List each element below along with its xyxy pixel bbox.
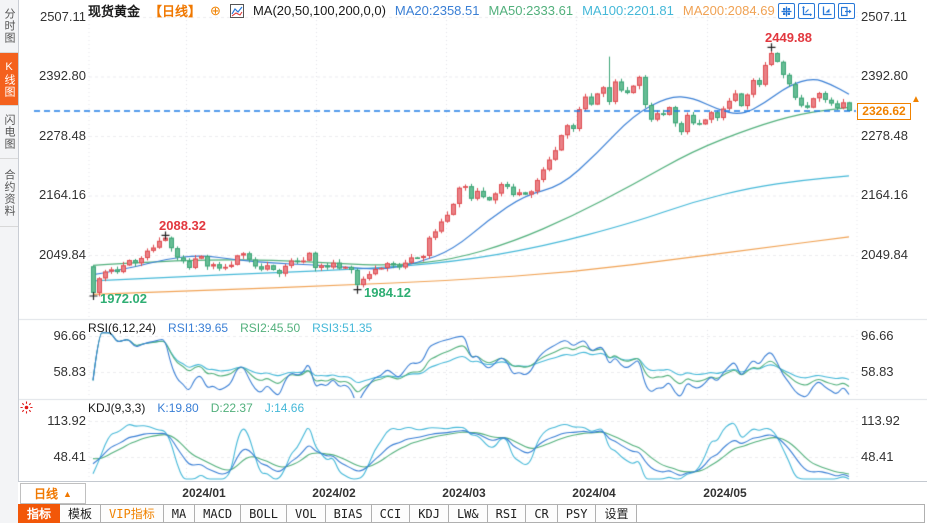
- kdj-k-value: K:19.80: [157, 401, 199, 415]
- tab-settings[interactable]: 设置: [596, 504, 638, 523]
- sidebar: 分时图 K线图 闪电图 合约资料: [0, 0, 19, 523]
- ma20-value: MA20:2358.51: [394, 3, 480, 18]
- date-label: 2024/03: [442, 486, 486, 500]
- annotation-low: 1972.02: [100, 291, 147, 307]
- y-axis-label: 2507.11: [39, 9, 86, 24]
- sidebar-item-timeshare-chart[interactable]: 分时图: [0, 0, 18, 53]
- tab-ma[interactable]: MA: [163, 504, 196, 523]
- sidebar-item-contract-info[interactable]: 合约资料: [0, 159, 18, 227]
- tab-bias[interactable]: BIAS: [325, 504, 372, 523]
- kdj-d-value: D:22.37: [210, 401, 253, 415]
- rsi-axis-label: 96.66: [861, 328, 894, 343]
- annotation-high: 2088.32: [159, 217, 206, 233]
- y-axis-label: 2507.11: [861, 9, 908, 24]
- rsi-axis-label: 96.66: [53, 328, 86, 343]
- tab-psy[interactable]: PSY: [557, 504, 597, 523]
- rsi2-value: RSI2:45.50: [240, 321, 301, 335]
- rsi-panel-header: RSI(6,12,24) RSI1:39.65 RSI2:45.50 RSI3:…: [88, 321, 372, 335]
- y-axis-scale-icon[interactable]: [798, 3, 815, 19]
- ma-params-label: MA(20,50,100,200,0,0): [252, 3, 386, 18]
- tab-vip-indicators[interactable]: VIP指标: [101, 504, 164, 523]
- tab-kdj[interactable]: KDJ: [410, 504, 449, 523]
- tab-rsi[interactable]: RSI: [487, 504, 527, 523]
- chevron-up-icon: ▲: [63, 488, 72, 499]
- tab-macd[interactable]: MACD: [195, 504, 242, 523]
- symbol-title: 现货黄金: [88, 4, 141, 19]
- date-label: 2024/05: [703, 486, 747, 500]
- date-label: 2024/02: [312, 486, 356, 500]
- price-up-arrow-icon: ▲: [911, 94, 921, 105]
- chart-toolbar: [778, 3, 855, 19]
- tab-lwr[interactable]: LW&: [448, 504, 488, 523]
- kdj-axis-label: 48.41: [53, 449, 86, 464]
- ma100-value: MA100:2201.81: [582, 3, 674, 18]
- rsi3-value: RSI3:51.35: [312, 321, 373, 335]
- ma-chart-icon[interactable]: [229, 3, 244, 18]
- add-indicator-icon[interactable]: ⊕: [210, 3, 221, 18]
- y-axis-label: 2392.80: [861, 68, 908, 83]
- rsi-axis-label: 58.83: [861, 364, 894, 379]
- current-price-badge: 2326.62: [857, 103, 911, 120]
- rsi1-value: RSI1:39.65: [168, 321, 229, 335]
- tab-cci[interactable]: CCI: [371, 504, 411, 523]
- restore-view-icon[interactable]: [838, 3, 855, 19]
- y-axis-label: 2049.84: [861, 247, 908, 262]
- tab-templates[interactable]: 模板: [60, 504, 102, 523]
- tab-boll[interactable]: BOLL: [241, 504, 287, 523]
- tab-vol[interactable]: VOL: [286, 504, 326, 523]
- y-axis-label: 2164.16: [39, 187, 86, 202]
- annotation-high: 2449.88: [765, 29, 812, 45]
- indicator-settings-icon[interactable]: [20, 401, 33, 419]
- x-axis-scale-icon[interactable]: [818, 3, 835, 19]
- y-axis-label: 2278.48: [861, 128, 908, 143]
- sidebar-item-lightning-chart[interactable]: 闪电图: [0, 106, 18, 159]
- y-axis-label: 2164.16: [861, 187, 908, 202]
- y-axis-label: 2049.84: [39, 247, 86, 262]
- x-axis-row: 日线 ▲ 2024/01 2024/02 2024/03 2024/04 202…: [18, 481, 927, 505]
- rsi-axis-label: 58.83: [53, 364, 86, 379]
- kdj-axis-label: 113.92: [861, 413, 900, 428]
- tab-bar-filler: [637, 504, 925, 523]
- period-selector-button[interactable]: 日线 ▲: [20, 483, 86, 504]
- sidebar-item-kline-chart[interactable]: K线图: [0, 53, 18, 106]
- kdj-panel-header: KDJ(9,3,3) K:19.80 D:22.37 J:14.66: [88, 401, 304, 415]
- pan-icon[interactable]: [778, 3, 795, 19]
- tab-indicators[interactable]: 指标: [18, 504, 61, 523]
- kdj-j-value: J:14.66: [264, 401, 305, 415]
- ma200-value: MA200:2084.69: [682, 3, 775, 18]
- period-tag[interactable]: 【日线】: [149, 4, 202, 19]
- rsi-title: RSI(6,12,24): [88, 321, 157, 335]
- y-axis-label: 2392.80: [39, 68, 86, 83]
- chart-header: 现货黄金 【日线】 ⊕ MA(20,50,100,200,0,0) MA20:2…: [88, 2, 775, 19]
- y-axis-label: 2278.48: [39, 128, 86, 143]
- ma50-value: MA50:2333.61: [488, 3, 574, 18]
- tab-cr[interactable]: CR: [526, 504, 558, 523]
- kdj-title: KDJ(9,3,3): [88, 401, 146, 415]
- date-label: 2024/01: [182, 486, 226, 500]
- kdj-axis-label: 48.41: [861, 449, 894, 464]
- kdj-axis-label: 113.92: [47, 413, 86, 428]
- date-label: 2024/04: [572, 486, 616, 500]
- annotation-low: 1984.12: [364, 285, 411, 301]
- indicator-tab-bar: 指标 模板 VIP指标 MA MACD BOLL VOL BIAS CCI KD…: [18, 504, 927, 523]
